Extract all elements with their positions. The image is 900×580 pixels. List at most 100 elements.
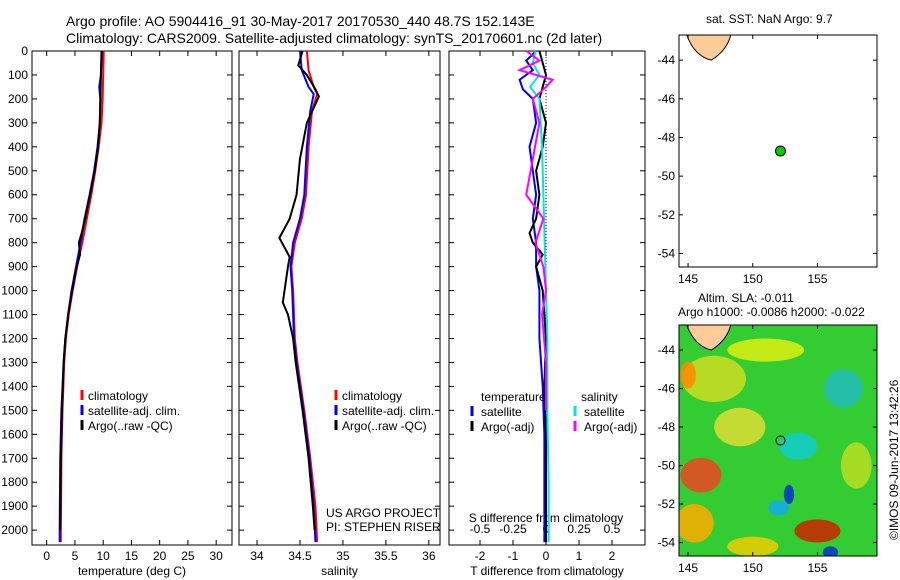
sla-patch (794, 519, 841, 543)
series-line-temperature-satellite (518, 50, 546, 543)
lat-tick-label: -54 (658, 246, 676, 260)
x-tick-label: 0 (43, 549, 50, 563)
x-tick-label: 34.5 (288, 549, 312, 563)
series-line-satellite-adj-clim- (58, 50, 104, 543)
panel-frame-2 (448, 50, 646, 546)
lon-tick-label: 145 (678, 272, 698, 286)
y-tick-label: 1100 (2, 308, 28, 322)
panel-frame-0 (31, 50, 233, 546)
x-tick-label: 1 (576, 549, 583, 563)
map2-title-2: Argo h1000: -0.0086 h2000: -0.022 (678, 305, 865, 319)
y-tick-label: 100 (8, 68, 28, 82)
x-tick-label: 15 (125, 549, 139, 563)
legend-label: satellite (481, 405, 522, 419)
x2-tick-label: 0.25 (567, 522, 591, 536)
y-tick-label: 900 (8, 260, 28, 274)
lat-tick-label: -50 (658, 169, 676, 183)
series-line-climatology (290, 50, 319, 543)
y-tick-label: 1700 (1, 451, 28, 465)
series-line-argo-raw-qc- (59, 50, 103, 531)
sla-patch (727, 536, 779, 556)
legend-label: climatology (88, 389, 148, 403)
y-tick-label: 300 (8, 116, 28, 130)
sla-patch (768, 500, 789, 516)
profile-location-marker (775, 435, 786, 446)
y-tick-label: 600 (8, 188, 28, 202)
legend-label: satellite-adj. clim. (88, 404, 180, 418)
x-tick-label: 2 (609, 549, 616, 563)
pi-label: PI: STEPHEN RISER (326, 520, 441, 534)
x-tick-label: 20 (153, 549, 167, 563)
sla-patch (680, 361, 696, 389)
y-tick-label: 1400 (1, 379, 28, 393)
lat-tick-label: -54 (658, 536, 676, 550)
title-line-2: Climatology: CARS2009. Satellite-adjuste… (66, 30, 603, 46)
y-tick-label: 1000 (1, 284, 28, 298)
legend-label: Argo(-adj) (481, 420, 534, 434)
y-tick-label: 500 (8, 164, 28, 178)
title-line-1: Argo profile: AO 5904416_91 30-May-2017 … (66, 13, 535, 29)
y-tick-label: 0 (21, 44, 28, 58)
series-line-salinity-argo-adj- (516, 50, 555, 411)
lat-tick-label: -44 (658, 343, 676, 357)
series-line-argo-raw-qc- (278, 50, 320, 531)
x-tick-label: -2 (475, 549, 486, 563)
x2-tick-label: 0.5 (604, 522, 621, 536)
y-tick-label: 1600 (1, 427, 28, 441)
y-tick-label: 200 (8, 92, 28, 106)
lat-tick-label: -44 (658, 53, 676, 67)
x-axis-label: salinity (321, 564, 358, 578)
lon-tick-label: 155 (807, 561, 827, 575)
x-tick-label: 34 (250, 549, 264, 563)
sla-patch (778, 432, 818, 460)
x-tick-label: 35.5 (374, 549, 398, 563)
series-line-climatology (59, 50, 105, 543)
tasmania-land (686, 325, 732, 351)
legend-label: Argo(-adj) (584, 420, 637, 434)
x-tick-label: -1 (508, 549, 519, 563)
x-tick-label: 25 (181, 549, 195, 563)
y-tick-label: 1800 (1, 475, 28, 489)
sla-patch (680, 457, 722, 493)
lat-tick-label: -50 (658, 459, 676, 473)
x2-tick-label: -0.25 (499, 522, 527, 536)
lat-tick-label: -52 (658, 497, 676, 511)
map2-title-1: Altim. SLA: -0.011 (698, 291, 794, 305)
x-tick-label: 5 (72, 549, 79, 563)
legend-label: climatology (342, 389, 402, 403)
x-tick-label: 10 (97, 549, 111, 563)
sla-patch (840, 442, 872, 489)
lat-tick-label: -46 (658, 92, 676, 106)
y-tick-label: 400 (8, 140, 28, 154)
x-tick-label: 35 (336, 549, 350, 563)
y-tick-label: 1500 (1, 403, 28, 417)
sla-patch (681, 355, 746, 403)
legend-label: satellite (584, 405, 625, 419)
lat-tick-label: -52 (658, 208, 676, 222)
y-tick-label: 1900 (1, 499, 28, 513)
lat-tick-label: -48 (658, 420, 676, 434)
y-tick-label: 1200 (1, 331, 28, 345)
legend-label: satellite-adj. clim. (342, 404, 434, 418)
x-axis-label: T difference from climatology (470, 564, 624, 578)
tasmania-land (686, 35, 732, 61)
project-label: US ARGO PROJECT (326, 506, 441, 520)
sla-patch (679, 503, 714, 543)
x-tick-label: 36 (422, 549, 436, 563)
sla-patch (824, 369, 863, 408)
map-frame (678, 34, 878, 268)
x-axis-label: temperature (deg C) (78, 564, 186, 578)
sla-patch (822, 546, 839, 556)
map-frame (678, 324, 878, 557)
profile-location-marker (774, 145, 786, 157)
lon-tick-label: 150 (743, 272, 763, 286)
panel-frame-1 (238, 50, 441, 546)
legend-group-title: salinity (581, 390, 618, 404)
legend-label: Argo(..raw -QC) (342, 419, 427, 433)
y-tick-label: 1300 (1, 355, 28, 369)
map1-title: sat. SST: NaN Argo: 9.7 (706, 12, 833, 26)
sla-patch (714, 407, 766, 447)
sla-patch (727, 338, 805, 362)
